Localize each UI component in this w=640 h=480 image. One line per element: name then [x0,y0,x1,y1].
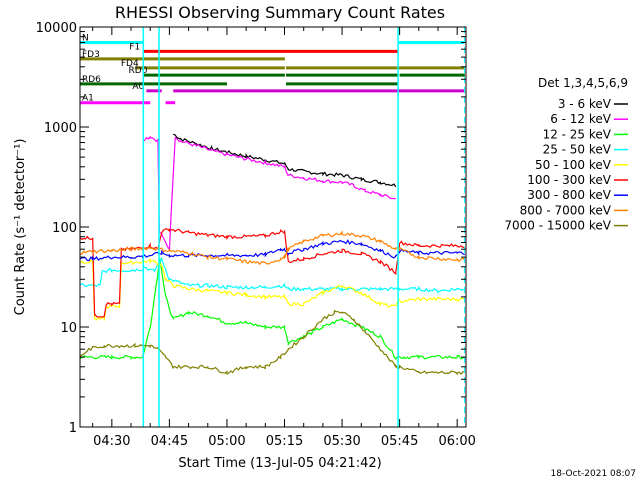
interval-label-n: N [82,33,89,43]
legend-label: 100 - 300 keV [527,173,611,187]
y-tick-label: 10000 [36,21,77,36]
y-tick-label: 1 [69,421,77,436]
y-tick-label: 100 [52,221,77,236]
legend-title: Det 1,3,4,5,6,9 [538,76,628,90]
x-tick-label: 05:45 [381,434,418,449]
timestamp: 18-Oct-2021 08:07 [551,469,636,479]
x-tick-label: 04:30 [93,434,130,449]
x-tick-label: 05:00 [208,434,245,449]
series-lines [80,133,466,376]
interval-label-rd6: RD6 [82,75,101,85]
x-tick-label: 05:30 [323,434,360,449]
y-tick-label: 1000 [44,121,77,136]
series-line-8 [80,309,465,376]
interval-label-fd4: FD4 [121,59,139,69]
legend-label: 800 - 7000 keV [520,203,612,217]
x-tick-label: 05:15 [266,434,303,449]
legend-label: 300 - 800 keV [527,188,611,202]
interval-label-f1: F1 [129,42,140,52]
legend-label: 6 - 12 keV [550,112,612,126]
series-line-3 [80,257,465,295]
y-axis: 1 10 100 1000 10000 [36,21,466,436]
legend-label: 50 - 100 keV [535,158,612,172]
x-axis-label: Start Time (13-Jul-05 04:21:42) [178,456,381,471]
x-axis: 04:30 04:45 05:00 05:15 05:30 05:45 06:00 [92,27,476,449]
interval-label-a0: A0 [132,82,144,92]
interval-label-rd0: RD0 [129,66,148,76]
interval-label-fd3: FD3 [82,50,100,60]
y-tick-label: 10 [60,321,77,336]
series-line-5 [80,228,465,318]
x-tick-label: 06:00 [438,434,475,449]
legend-label: 25 - 50 keV [543,143,612,157]
chart-title: RHESSI Observing Summary Count Rates [115,3,445,22]
x-tick-label: 04:45 [151,434,188,449]
series-line-7 [80,230,466,266]
series-line-1 [142,135,396,251]
legend-label: 3 - 6 keV [558,97,612,111]
legend-label: 7000 - 15000 keV [504,219,611,233]
legend-label: 12 - 25 keV [543,127,612,141]
series-line-2 [80,258,465,361]
interval-label-a1: A1 [82,94,94,104]
series-line-0 [172,133,397,188]
y-axis-label: Count Rate (s⁻¹ detector⁻¹) [13,139,28,316]
